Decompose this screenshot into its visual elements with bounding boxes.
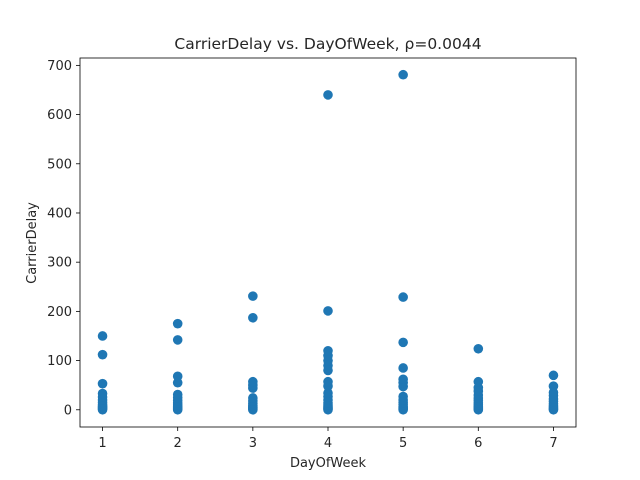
y-tick-label: 300 [47,256,72,271]
data-point [323,90,333,100]
y-tick-label: 400 [47,206,72,221]
x-tick-label: 3 [249,436,257,451]
y-tick-label: 0 [64,403,72,418]
x-axis-label: DayOfWeek [290,456,367,471]
x-tick-label: 1 [98,436,106,451]
data-point [323,388,333,398]
data-point [398,69,408,80]
data-point [248,291,258,301]
x-tick-label: 4 [324,436,332,451]
data-point [548,381,559,391]
chart-title: CarrierDelay vs. DayOfWeek, ρ=0.0044 [174,35,481,53]
x-tick-label: 5 [399,436,407,451]
data-point [172,318,183,329]
data-point [97,349,108,360]
data-point [97,331,108,341]
data-point [473,343,484,354]
data-points [97,69,559,415]
x-tick-label: 6 [474,436,482,451]
y-tick-label: 600 [47,108,72,123]
y-tick-label: 500 [47,157,72,172]
data-point [473,376,484,387]
data-point [323,345,333,356]
data-point [248,312,258,323]
x-axis-ticks: 1 2 3 4 5 6 7 [98,427,558,451]
data-point [248,393,258,403]
y-tick-label: 200 [47,305,72,320]
data-point [323,306,333,316]
data-point [398,292,408,302]
data-point [398,374,408,385]
x-tick-label: 7 [549,436,557,451]
plot-area [79,57,577,428]
data-point [172,371,183,382]
data-point [172,389,183,400]
data-point [323,376,333,387]
data-point [398,363,408,373]
x-tick-label: 2 [174,436,182,451]
y-axis-label: CarrierDelay [25,202,40,284]
data-point [248,376,258,387]
data-point [97,378,108,389]
data-point [548,370,559,381]
data-point [398,337,408,348]
data-point [97,388,108,399]
data-point [172,335,183,345]
y-tick-label: 100 [47,354,72,369]
data-point [398,391,408,402]
y-axis-ticks: 0 100 200 300 400 500 600 700 [47,59,80,418]
y-tick-label: 700 [47,59,72,74]
